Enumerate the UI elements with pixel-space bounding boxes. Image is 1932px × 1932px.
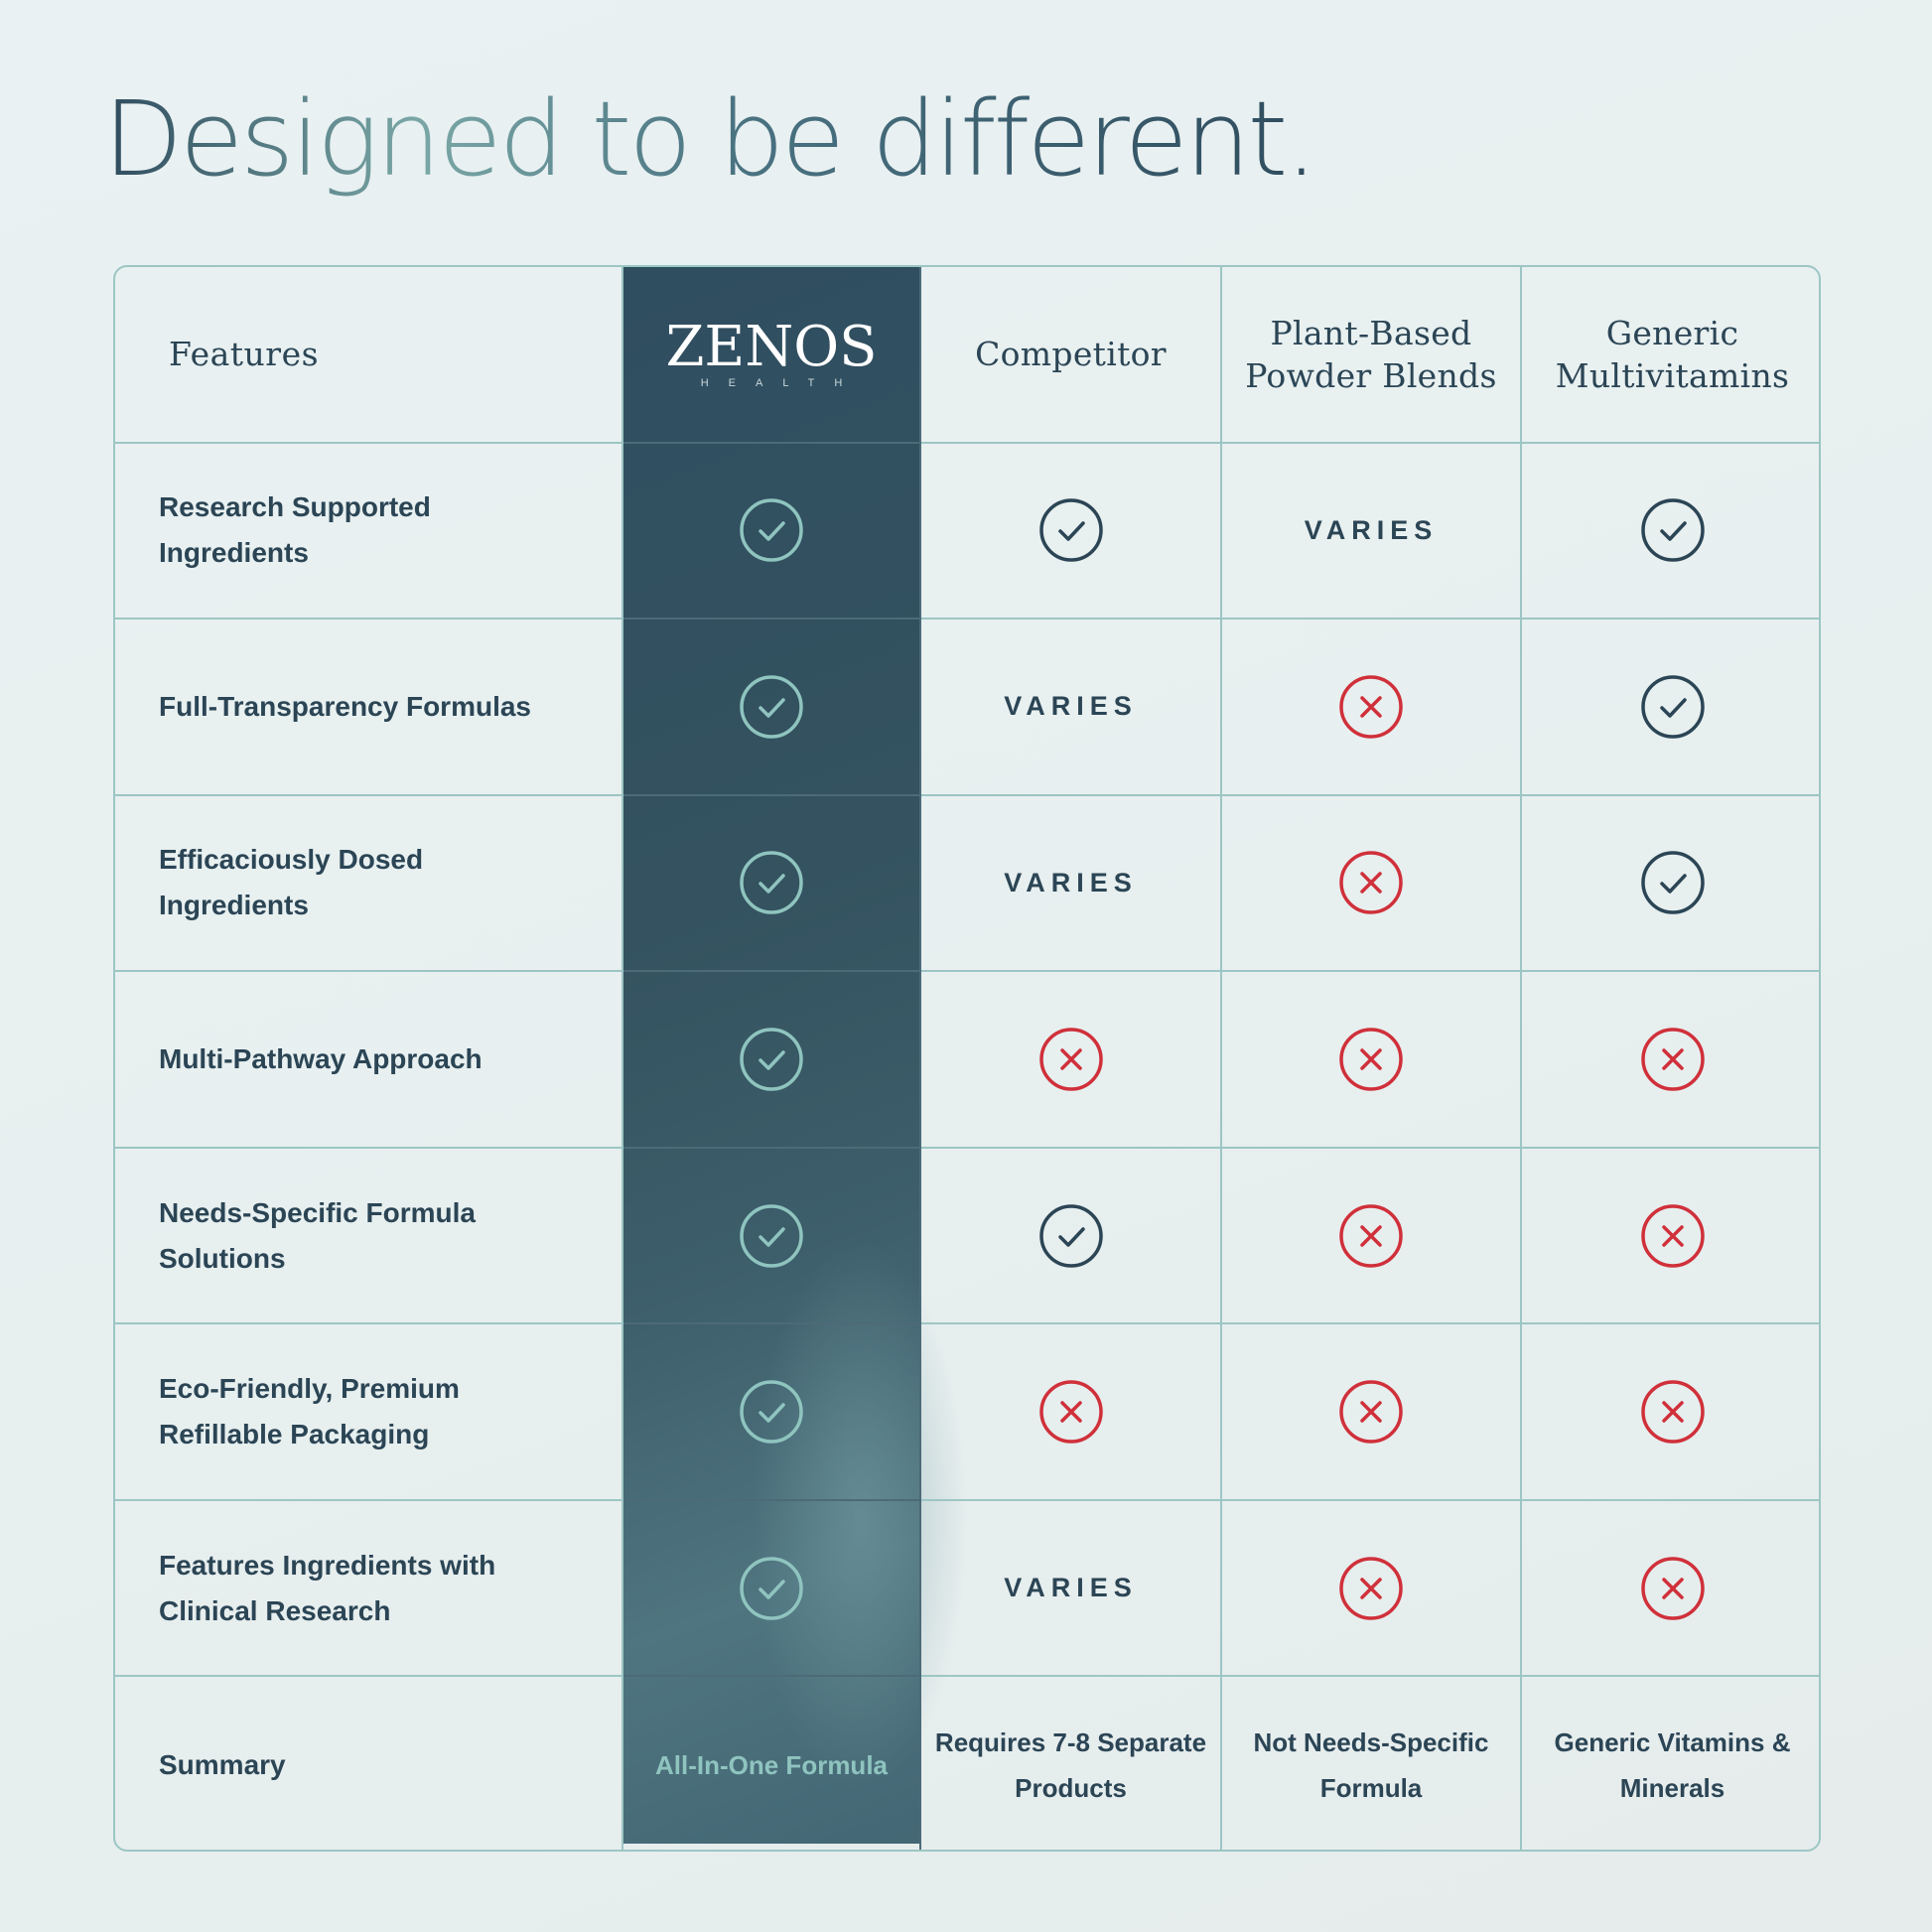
summary-cell-competitor: Requires 7-8 Separate Products <box>921 1677 1222 1850</box>
header-plant: Plant-Based Powder Blends <box>1222 267 1522 444</box>
x-circle-icon <box>1339 1556 1403 1620</box>
value-cell-zenos <box>623 443 921 621</box>
check-circle-icon <box>1038 1203 1103 1268</box>
feature-cell: Research Supported Ingredients <box>115 443 623 621</box>
value-cell-competitor <box>921 972 1222 1149</box>
value-cell-plant <box>1222 620 1522 796</box>
feature-label: Efficaciously Dosed Ingredients <box>159 844 424 921</box>
feature-label: Features Ingredients with Clinical Resea… <box>159 1549 496 1626</box>
value-cell-plant: VARIES <box>1222 443 1522 621</box>
check-circle-icon <box>1640 675 1705 739</box>
check-circle-icon <box>740 851 803 915</box>
value-cell-generic <box>1522 1149 1819 1325</box>
summary-cell-plant: Not Needs-Specific Formula <box>1222 1677 1522 1850</box>
page-title: Designed to be different. <box>103 78 1317 200</box>
value-cell-zenos <box>623 972 921 1149</box>
zenos-header-cell: ZENOS HEALTH <box>623 267 921 444</box>
value-cell-generic <box>1522 796 1819 973</box>
value-cell-competitor: VARIES <box>921 620 1222 796</box>
check-circle-icon <box>1640 498 1705 563</box>
value-cell-generic <box>1522 1501 1819 1678</box>
value-cell-plant <box>1222 1148 1522 1325</box>
features-header-cell: Features <box>115 267 623 444</box>
value-cell-generic <box>1522 972 1819 1149</box>
header-competitor: Competitor <box>921 267 1222 444</box>
zenos-logo: ZENOS HEALTH <box>665 314 878 389</box>
varies-label: VARIES <box>1304 514 1439 545</box>
x-circle-icon <box>1339 851 1403 915</box>
value-cell-plant <box>1222 972 1522 1149</box>
header-generic: Generic Multivitamins <box>1522 267 1819 444</box>
x-circle-icon <box>1640 1028 1705 1091</box>
feature-cell: Needs-Specific Formula Solutions <box>115 1148 623 1325</box>
column-header-plant: Plant-Based Powder Blends <box>1245 313 1497 395</box>
value-cell-competitor <box>921 443 1222 621</box>
column-header-generic: Generic Multivitamins <box>1555 313 1790 395</box>
value-cell-plant <box>1222 1500 1522 1678</box>
feature-cell: Features Ingredients with Clinical Resea… <box>115 1500 623 1678</box>
summary-zenos: All-In-One Formula <box>655 1750 888 1781</box>
check-circle-icon <box>1640 851 1705 915</box>
feature-cell: Efficaciously Dosed Ingredients <box>115 795 623 973</box>
value-cell-competitor: VARIES <box>921 1500 1222 1678</box>
feature-label: Full-Transparency Formulas <box>159 690 531 722</box>
check-circle-icon <box>740 498 803 563</box>
summary-cell-generic: Generic Vitamins & Minerals <box>1522 1677 1819 1850</box>
varies-label: VARIES <box>1004 1573 1138 1603</box>
value-cell-plant <box>1222 795 1522 973</box>
x-circle-icon <box>1339 675 1403 739</box>
value-cell-generic <box>1522 444 1819 621</box>
feature-label: Needs-Specific Formula Solutions <box>159 1196 476 1274</box>
feature-cell: Eco-Friendly, Premium Refillable Packagi… <box>115 1324 623 1501</box>
features-header: Features <box>169 335 320 374</box>
check-circle-icon <box>740 675 803 739</box>
feature-label: Eco-Friendly, Premium Refillable Packagi… <box>159 1373 460 1450</box>
summary-plant: Not Needs-Specific Formula <box>1253 1727 1489 1804</box>
column-header-competitor: Competitor <box>975 335 1167 374</box>
feature-cell: Multi-Pathway Approach <box>115 972 623 1149</box>
check-circle-icon <box>1038 498 1103 563</box>
summary-label-cell: Summary <box>115 1677 623 1850</box>
summary-generic: Generic Vitamins & Minerals <box>1554 1727 1791 1804</box>
summary-competitor: Requires 7-8 Separate Products <box>934 1727 1207 1804</box>
x-circle-icon <box>1339 1028 1403 1091</box>
check-circle-icon <box>740 1028 803 1091</box>
varies-label: VARIES <box>1004 867 1138 897</box>
value-cell-competitor <box>921 1324 1222 1501</box>
x-circle-icon <box>1038 1028 1103 1091</box>
value-cell-generic <box>1522 1324 1819 1501</box>
value-cell-zenos <box>623 1500 921 1678</box>
value-cell-zenos <box>623 620 921 796</box>
x-circle-icon <box>1640 1556 1705 1620</box>
summary-cell-zenos: All-In-One Formula <box>623 1677 921 1850</box>
summary-label: Summary <box>159 1749 286 1781</box>
feature-cell: Full-Transparency Formulas <box>115 620 623 796</box>
logo-subtitle: HEALTH <box>700 376 863 389</box>
x-circle-icon <box>1038 1380 1103 1444</box>
varies-label: VARIES <box>1004 691 1138 722</box>
value-cell-zenos <box>623 795 921 973</box>
value-cell-competitor: VARIES <box>921 795 1222 973</box>
x-circle-icon <box>1640 1203 1705 1268</box>
x-circle-icon <box>1640 1380 1705 1444</box>
value-cell-zenos <box>623 1324 921 1501</box>
check-circle-icon <box>740 1203 803 1268</box>
check-circle-icon <box>740 1556 803 1620</box>
zenos-column-highlight <box>621 265 969 1844</box>
x-circle-icon <box>1339 1203 1403 1268</box>
feature-label: Multi-Pathway Approach <box>159 1042 483 1074</box>
value-cell-competitor <box>921 1148 1222 1325</box>
feature-label: Research Supported Ingredients <box>159 491 431 569</box>
check-circle-icon <box>740 1380 803 1444</box>
value-cell-zenos <box>623 1148 921 1325</box>
x-circle-icon <box>1339 1380 1403 1444</box>
comparison-table: Features ZENOS HEALTH Competitor Plant-Based… <box>113 265 1821 1852</box>
value-cell-plant <box>1222 1324 1522 1501</box>
logo-name: ZENOS <box>665 314 878 379</box>
value-cell-generic <box>1522 620 1819 796</box>
comparison-grid: Features ZENOS HEALTH Competitor Plant-Based… <box>113 265 1821 1852</box>
